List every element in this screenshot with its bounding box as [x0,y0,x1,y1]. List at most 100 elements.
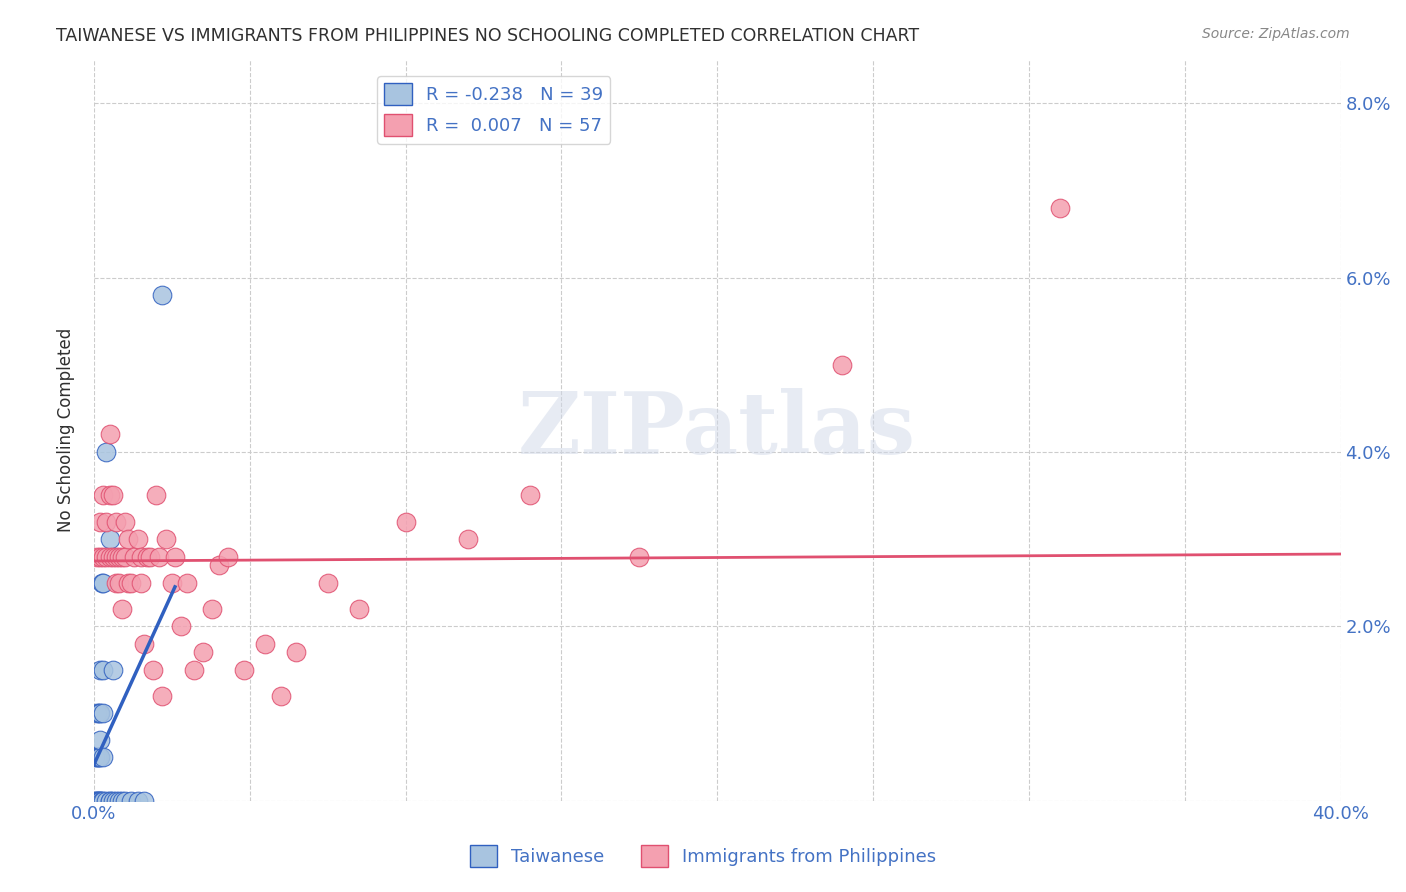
Point [207,558,229,573]
Point [86,794,108,808]
Point [98,794,121,808]
Point [104,794,127,808]
Point [91,549,114,564]
Point [316,575,339,590]
Point [101,549,124,564]
Point [96,549,118,564]
Point [101,663,124,677]
Point [104,549,127,564]
Point [519,488,541,502]
Point [96,794,118,808]
Point [84,794,107,808]
Y-axis label: No Schooling Completed: No Schooling Completed [58,328,75,533]
Point [91,575,114,590]
Point [108,794,131,808]
Point [89,706,111,721]
Point [89,549,111,564]
Point [114,549,136,564]
Point [104,575,127,590]
Point [89,794,111,808]
Text: TAIWANESE VS IMMIGRANTS FROM PHILIPPINES NO SCHOOLING COMPLETED CORRELATION CHAR: TAIWANESE VS IMMIGRANTS FROM PHILIPPINES… [56,27,920,45]
Point [90,794,112,808]
Point [163,549,186,564]
Point [127,794,149,808]
Point [87,706,110,721]
Point [91,663,114,677]
Point [232,663,254,677]
Point [87,794,110,808]
Point [129,575,152,590]
Point [91,794,114,808]
Point [114,794,136,808]
Point [160,575,183,590]
Point [101,794,124,808]
Point [139,549,162,564]
Point [89,750,111,764]
Point [108,575,131,590]
Point [117,575,139,590]
Point [270,689,292,703]
Point [98,794,121,808]
Point [148,549,170,564]
Point [111,794,134,808]
Point [135,549,157,564]
Legend: R = -0.238   N = 39, R =  0.007   N = 57: R = -0.238 N = 39, R = 0.007 N = 57 [377,76,610,144]
Point [86,794,108,808]
Point [91,750,114,764]
Legend: Taiwanese, Immigrants from Philippines: Taiwanese, Immigrants from Philippines [463,838,943,874]
Point [96,515,118,529]
Point [152,689,174,703]
Text: ZIPatlas: ZIPatlas [519,388,917,472]
Point [120,575,142,590]
Point [111,549,134,564]
Point [120,794,142,808]
Point [90,575,112,590]
Point [98,532,121,546]
Point [176,575,198,590]
Point [129,549,152,564]
Text: Source: ZipAtlas.com: Source: ZipAtlas.com [1202,27,1350,41]
Point [132,637,155,651]
Point [89,515,111,529]
Point [201,602,224,616]
Point [285,645,308,659]
Point [1049,201,1071,215]
Point [91,706,114,721]
Point [155,532,177,546]
Point [89,663,111,677]
Point [98,488,121,502]
Point [127,532,149,546]
Point [183,663,205,677]
Point [145,488,167,502]
Point [86,750,108,764]
Point [191,645,214,659]
Point [89,732,111,747]
Point [457,532,479,546]
Point [87,750,110,764]
Point [86,794,108,808]
Point [142,663,165,677]
Point [98,549,121,564]
Point [91,488,114,502]
Point [217,549,239,564]
Point [104,515,127,529]
Point [152,288,174,302]
Point [117,532,139,546]
Point [124,549,146,564]
Point [628,549,651,564]
Point [96,445,118,459]
Point [108,549,131,564]
Point [86,549,108,564]
Point [86,706,108,721]
Point [86,750,108,764]
Point [101,488,124,502]
Point [98,427,121,442]
Point [89,794,111,808]
Point [170,619,193,633]
Point [132,794,155,808]
Point [394,515,416,529]
Point [114,515,136,529]
Point [831,358,853,372]
Point [84,750,107,764]
Point [111,602,134,616]
